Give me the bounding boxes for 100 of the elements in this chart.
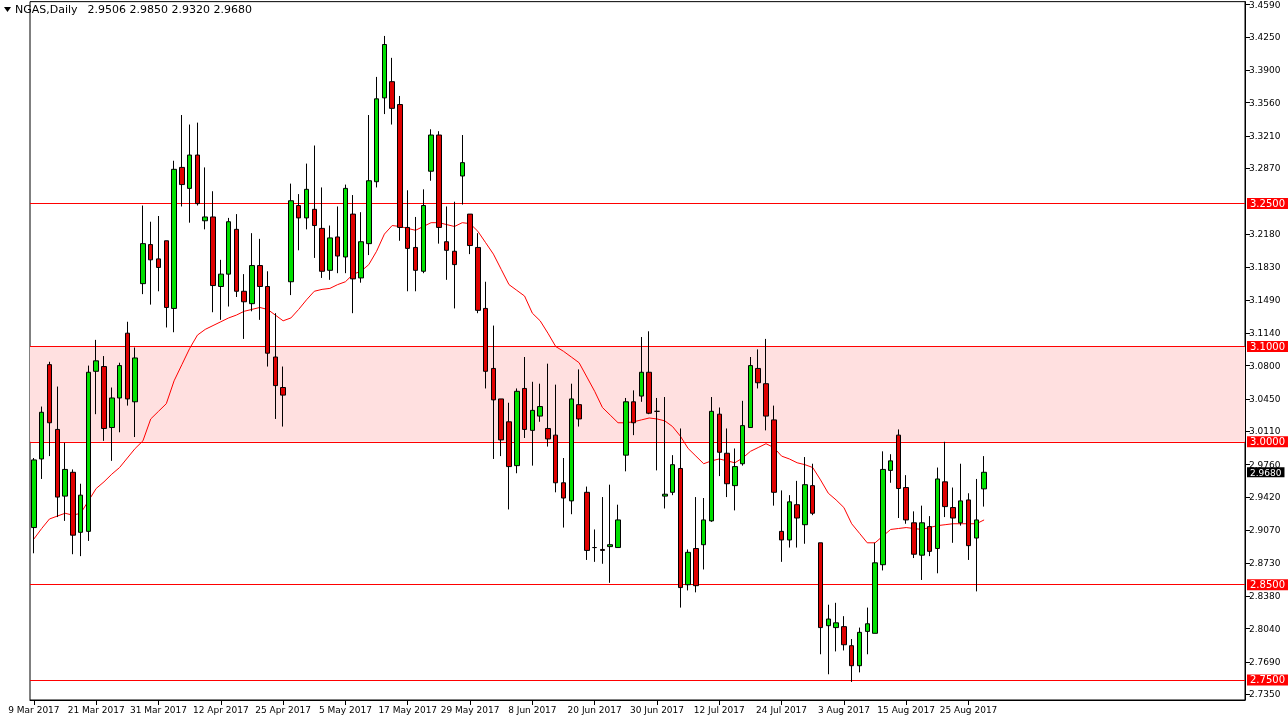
candlestick [755,348,761,389]
candlestick [927,515,932,557]
candlestick [273,312,278,420]
candlestick [249,232,255,312]
candlestick [265,270,270,368]
y-tick-label: 2.8040 [1249,623,1281,634]
x-tick-label: 5 May 2017 [318,704,372,715]
candlestick [366,114,372,256]
candlestick [553,384,558,493]
candlestick [226,217,231,308]
candlestick [125,321,130,407]
candlestick [350,194,356,314]
candlestick [857,627,862,673]
candlestick [304,163,309,230]
candlestick [818,542,823,655]
candlestick [701,497,706,570]
x-tick-label: 8 Jun 2017 [508,704,557,715]
candlestick [888,453,893,484]
candlestick [241,273,247,340]
candlestick [880,450,886,571]
candlestick [569,383,574,515]
y-tick-label: 3.4250 [1249,31,1281,42]
candlestick [140,205,146,295]
candlestick [724,427,730,498]
candlestick [966,492,971,561]
y-tick-label: 3.0450 [1249,393,1281,404]
x-tick-label: 25 Aug 2017 [939,704,998,715]
candlestick [288,183,294,296]
candlestick [312,145,317,259]
candlestick [592,528,597,563]
candlestick [787,494,792,549]
chart-title: NGAS,Daily [15,3,78,16]
candlestick [78,483,83,557]
ref-line-label: 3.0000 [1250,436,1285,448]
candlestick [717,407,722,477]
x-tick-label: 25 Apr 2017 [255,704,311,715]
candlestick [865,607,870,655]
candlestick [280,366,286,428]
candlestick [101,355,107,442]
candlestick [685,548,691,591]
candlestick [117,362,122,433]
candlestick [335,205,340,274]
candlestick [39,406,44,480]
candlestick [498,398,504,457]
y-tick-label: 3.1830 [1249,262,1281,273]
y-tick-label: 2.7690 [1249,656,1281,667]
candlestick [405,189,410,292]
candlestick [436,130,442,245]
candlestick [584,486,590,561]
y-tick-label: 3.3560 [1249,97,1281,108]
candlestick [600,496,605,565]
candlestick [210,190,216,313]
candlestick [452,201,457,309]
y-tick-label: 3.1490 [1249,294,1281,305]
candlestick [522,356,527,439]
candlestick [732,447,738,511]
y-tick-label: 3.0110 [1249,426,1281,437]
candlestick [148,221,153,306]
y-tick-label: 2.7350 [1249,689,1281,700]
x-tick-label: 3 Aug 2017 [817,704,870,715]
candlestick [903,474,909,525]
candlestick [763,338,769,431]
candlestick [382,35,387,115]
candlestick [623,397,629,472]
candlestick [444,205,449,281]
candlestick [70,468,76,555]
candlestick [615,504,621,549]
x-tick-label: 24 Jul 2017 [756,704,808,715]
candlestick [779,489,784,563]
candlestick [164,240,169,328]
y-tick-label: 2.8380 [1249,591,1281,602]
x-tick-label: 30 Jun 2017 [629,704,685,715]
ref-line-label: 2.8500 [1250,579,1285,591]
candlestick [413,216,418,292]
candlestick [319,186,325,279]
candlestick [911,510,917,559]
candlestick [62,442,68,522]
candlestick [86,365,91,542]
candlestick [374,76,379,188]
candlestick [849,638,854,683]
y-tick-label: 2.8730 [1249,557,1281,568]
candlestick [421,188,426,274]
x-tick-label: 12 Jul 2017 [693,704,745,715]
y-tick-label: 2.9420 [1249,492,1281,503]
candlestick [202,166,208,230]
y-tick-label: 3.4590 [1249,0,1281,10]
y-tick-label: 3.2180 [1249,229,1281,240]
text: 2.9680 [1250,467,1282,478]
candlestick [639,336,644,403]
candlestick [607,484,613,584]
candlestick [833,602,839,652]
candlestick [826,604,831,675]
candlestick [974,478,979,592]
candlestick [810,463,815,516]
candlestick [942,441,948,518]
x-tick-label: 15 Aug 2017 [877,704,936,715]
candlestick [475,232,481,314]
candlestick [950,487,956,544]
candlestick [491,325,496,460]
candlestick [506,402,512,510]
